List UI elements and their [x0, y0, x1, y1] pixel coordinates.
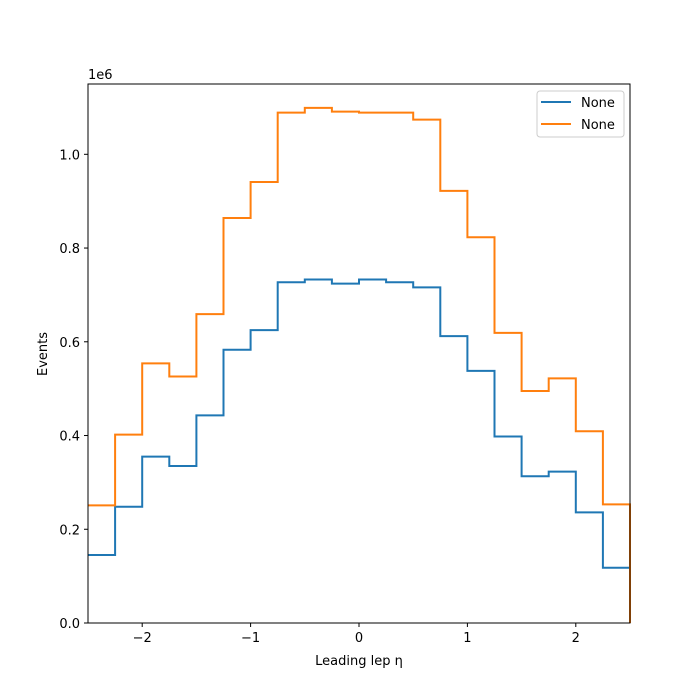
x-tick-label: 2: [572, 631, 580, 646]
y-tick-label: 1.0: [59, 148, 80, 163]
x-tick-label: −1: [241, 631, 260, 646]
y-tick-label: 0.2: [59, 523, 80, 538]
x-tick-label: 1: [463, 631, 471, 646]
series-layer: [88, 106, 631, 623]
x-axis: −2 −1 0 1 2: [133, 623, 580, 646]
plot-frame: [87, 83, 631, 624]
legend: None None: [536, 90, 625, 138]
series-2-step-line: [88, 106, 631, 623]
legend-label-series-1: None: [581, 96, 615, 111]
legend-label-series-2: None: [581, 118, 615, 133]
y-axis-label: Events: [36, 332, 51, 376]
y-tick-label: 0.4: [59, 430, 80, 445]
y-axis: 0.0 0.2 0.4 0.6 0.8 1.0: [59, 148, 88, 632]
y-tick-label: 0.8: [59, 242, 80, 257]
y-offset-text: 1e6: [88, 68, 113, 83]
x-tick-label: 0: [355, 631, 363, 646]
y-tick-label: 0.0: [59, 617, 80, 632]
x-tick-label: −2: [133, 631, 152, 646]
x-axis-label: Leading lep η: [315, 654, 403, 669]
y-tick-label: 0.6: [59, 336, 80, 351]
series-1-step-line: [88, 278, 631, 623]
